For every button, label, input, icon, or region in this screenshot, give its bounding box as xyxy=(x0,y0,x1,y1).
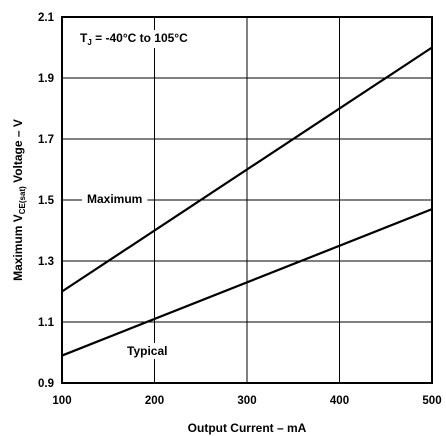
x-axis-label: Output Current – mA xyxy=(188,421,307,435)
series-label-maximum-text: Maximum xyxy=(87,192,142,206)
series-label-typical-bg xyxy=(123,343,172,359)
y-tick-label-1_1: 1.1 xyxy=(38,317,55,329)
y-tick-label-1_5: 1.5 xyxy=(38,195,55,207)
y-axis-label-prefix: Maximum V xyxy=(11,214,25,281)
x-tick-label-500: 500 xyxy=(422,395,441,407)
x-tick-label-300: 300 xyxy=(237,395,256,407)
series-label-maximum-bg xyxy=(82,191,148,207)
y-axis-label: Maximum VCE(sat) Voltage – V xyxy=(11,119,27,281)
series-line-typical xyxy=(61,208,433,357)
condition-suffix: = -40°C to 105°C xyxy=(92,31,188,45)
condition-prefix: T xyxy=(80,31,88,45)
y-tick-label-1_9: 1.9 xyxy=(38,73,54,85)
y-axis-label-suffix: Voltage – V xyxy=(11,119,25,186)
tick-labels: 100 200 300 400 500 0.9 1.1 1.3 1.5 1.7 1.9 2.1 xyxy=(38,12,442,407)
y-axis-label-subscript: CE(sat) xyxy=(18,186,27,214)
y-tick-label-2_1: 2.1 xyxy=(38,12,55,24)
x-tick-label-100: 100 xyxy=(52,395,71,407)
series-layer xyxy=(61,46,433,357)
series-label-typical-text: Typical xyxy=(127,344,167,358)
plot-frame xyxy=(61,16,433,384)
series-line-maximum xyxy=(61,46,433,293)
x-tick-label-200: 200 xyxy=(145,395,164,407)
x-tick-label-400: 400 xyxy=(330,395,349,407)
condition-annotation-bg xyxy=(76,30,193,48)
condition-annotation: TJ = -40°C to 105°C xyxy=(76,30,193,48)
y-tick-label-0_9: 0.9 xyxy=(38,378,54,390)
condition-annotation-text: TJ = -40°C to 105°C xyxy=(80,31,188,47)
series-label-maximum: Maximum xyxy=(82,191,148,207)
y-tick-label-1_3: 1.3 xyxy=(38,256,54,268)
condition-subscript: J xyxy=(87,38,91,47)
y-tick-label-1_7: 1.7 xyxy=(38,134,54,146)
series-label-typical: Typical xyxy=(123,343,172,359)
